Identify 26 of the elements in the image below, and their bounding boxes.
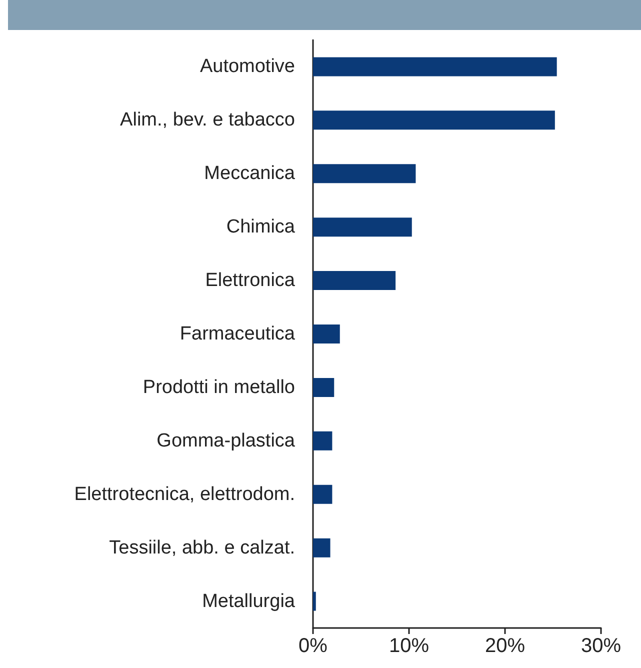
x-tick-label: 30% (580, 635, 622, 657)
bar (313, 431, 332, 450)
y-tick-label: Metallurgia (202, 590, 296, 612)
bar (313, 218, 412, 237)
bar (313, 484, 332, 504)
bar (313, 324, 340, 344)
y-tick-label: Prodotti in metallo (142, 376, 295, 398)
x-tick-label: 20% (484, 635, 526, 657)
y-tick-label: Meccanica (204, 163, 296, 184)
bar (313, 378, 334, 397)
y-tick-label: Alim., bev. e tabacco (120, 110, 295, 131)
bar (313, 592, 316, 611)
x-tick-label: 0% (298, 635, 328, 657)
y-tick-label: Elettrotecnica, elettrodom. (74, 484, 295, 505)
bar (313, 57, 557, 76)
y-tick-label: Tessiile, abb. e calzat. (109, 537, 295, 558)
bar (313, 110, 555, 130)
y-tick-label: Farmaceutica (180, 324, 296, 344)
bar (313, 164, 416, 184)
y-tick-label: Elettronica (205, 270, 296, 292)
y-tick-label: Gomma-plastica (156, 430, 296, 452)
bar (313, 538, 330, 558)
y-tick-label: Automotive (200, 56, 295, 78)
bar (313, 271, 396, 290)
y-tick-label: Chimica (226, 216, 296, 238)
x-tick-label: 10% (388, 635, 430, 657)
